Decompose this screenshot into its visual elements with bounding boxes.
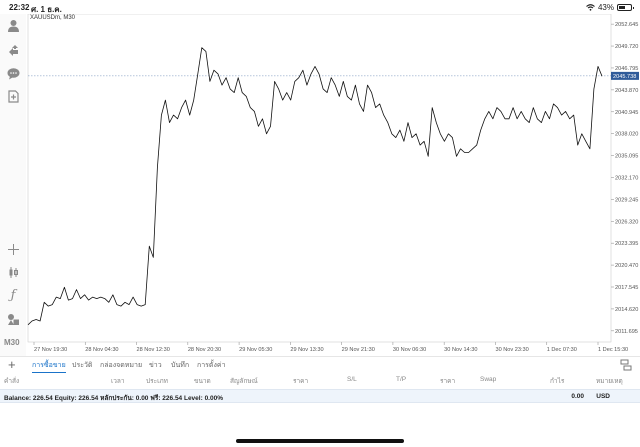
- y-tick-label: 2049.720: [615, 44, 638, 50]
- add-document-icon[interactable]: [4, 87, 22, 105]
- y-tick-label: 2038.020: [615, 132, 638, 138]
- y-tick-label: 2032.170: [615, 175, 638, 181]
- trade-table-header: คำสั่ง เวลา ประเภท ขนาด สัญลักษณ์ ราคา S…: [0, 373, 640, 387]
- column-order: คำสั่ง: [4, 378, 20, 385]
- tab-news[interactable]: ข่าว: [149, 362, 162, 369]
- x-tick-label: 30 Nov 14:30: [444, 347, 477, 353]
- balance-summary: Balance: 226.54 Equity: 226.54 หลักประกั…: [4, 395, 223, 402]
- price-series-line: [27, 47, 603, 326]
- user-icon[interactable]: [4, 16, 22, 34]
- x-tick-label: 30 Nov 23:30: [495, 347, 528, 353]
- add-icon[interactable]: +: [8, 357, 16, 372]
- x-tick-label: 29 Nov 05:30: [239, 347, 272, 353]
- y-tick-label: 2011.695: [615, 329, 638, 335]
- left-toolbar: ƒ M30: [0, 14, 26, 356]
- wifi-icon: [586, 4, 595, 11]
- tab-settings[interactable]: การตั้งค่า: [197, 362, 226, 369]
- tab-trade[interactable]: การซื้อขาย: [32, 360, 66, 373]
- column-symbol: สัญลักษณ์: [230, 378, 258, 385]
- tab-mailbox[interactable]: กล่องจดหมาย: [100, 362, 143, 369]
- shapes-icon[interactable]: [4, 310, 22, 328]
- trade-icon[interactable]: [4, 41, 22, 59]
- y-tick-label: 2014.620: [615, 307, 638, 313]
- column-sl: S/L: [347, 376, 357, 383]
- y-tick-label: 2020.470: [615, 263, 638, 269]
- column-type: ประเภท: [146, 378, 168, 385]
- status-indicators: 43%: [586, 3, 634, 12]
- battery-percent: 43%: [597, 3, 614, 12]
- column-profit: กำไร: [550, 378, 565, 385]
- price-chart[interactable]: 2052.645 2049.720 2046.795 2043.870 2040.945…: [26, 13, 640, 356]
- x-tick-label: 28 Nov 04:30: [85, 347, 118, 353]
- column-current-price: ราคา: [440, 378, 456, 385]
- x-tick-label: 1 Dec 15:30: [598, 347, 628, 353]
- crosshair-icon[interactable]: [4, 240, 22, 258]
- y-tick-label: 2052.645: [615, 22, 638, 28]
- timeframe-label[interactable]: M30: [4, 338, 20, 347]
- status-bar: 22:32 ศ. 1 ธ.ค. 43%: [0, 0, 640, 14]
- tab-history[interactable]: ประวัติ: [72, 362, 93, 369]
- layout-icon[interactable]: [620, 359, 632, 371]
- column-size: ขนาด: [194, 378, 211, 385]
- x-tick-label: 29 Nov 21:30: [342, 347, 375, 353]
- column-time: เวลา: [111, 378, 125, 385]
- status-time: 22:32: [9, 3, 30, 12]
- chat-icon[interactable]: [4, 64, 22, 82]
- toolbox-tabs: + การซื้อขาย ประวัติ กล่องจดหมาย ข่าว บั…: [0, 356, 640, 373]
- current-price-tag: [611, 71, 639, 80]
- y-tick-label: 2023.395: [615, 241, 638, 247]
- column-comment: หมายเหตุ: [596, 378, 623, 385]
- x-tick-label: 27 Nov 19:30: [34, 347, 67, 353]
- x-tick-label: 28 Nov 20:30: [188, 347, 221, 353]
- y-tick-label: 2026.320: [615, 219, 638, 225]
- tab-journal[interactable]: บันทึก: [171, 362, 190, 369]
- status-date: ศ. 1 ธ.ค.: [31, 5, 62, 14]
- current-price-label: 2045.738: [613, 74, 636, 80]
- total-profit: 0.00: [571, 393, 584, 400]
- symbol-label: XAUUSDm, M30: [30, 15, 76, 21]
- chart-svg[interactable]: 2052.645 2049.720 2046.795 2043.870 2040.945…: [26, 13, 640, 356]
- x-tick-label: 28 Nov 12:30: [137, 347, 170, 353]
- x-tick-label: 29 Nov 13:30: [290, 347, 323, 353]
- home-indicator[interactable]: [236, 439, 404, 443]
- x-tick-label: 1 Dec 07:30: [547, 347, 577, 353]
- y-tick-label: 2017.545: [615, 285, 638, 291]
- y-tick-label: 2029.245: [615, 197, 638, 203]
- x-tick-label: 30 Nov 06:30: [393, 347, 426, 353]
- y-tick-label: 2046.795: [615, 66, 638, 72]
- y-tick-label: 2043.870: [615, 88, 638, 94]
- function-icon[interactable]: ƒ: [10, 287, 16, 303]
- balance-bar: Balance: 226.54 Equity: 226.54 หลักประกั…: [0, 389, 640, 403]
- account-currency: USD: [596, 393, 610, 400]
- column-tp: T/P: [396, 376, 407, 383]
- battery-icon: [617, 4, 634, 11]
- plot-frame: [27, 13, 612, 343]
- y-tick-label: 2040.945: [615, 110, 638, 116]
- column-swap: Swap: [480, 376, 497, 383]
- candles-icon[interactable]: [4, 263, 22, 281]
- y-tick-label: 2035.095: [615, 154, 638, 160]
- column-price: ราคา: [293, 378, 309, 385]
